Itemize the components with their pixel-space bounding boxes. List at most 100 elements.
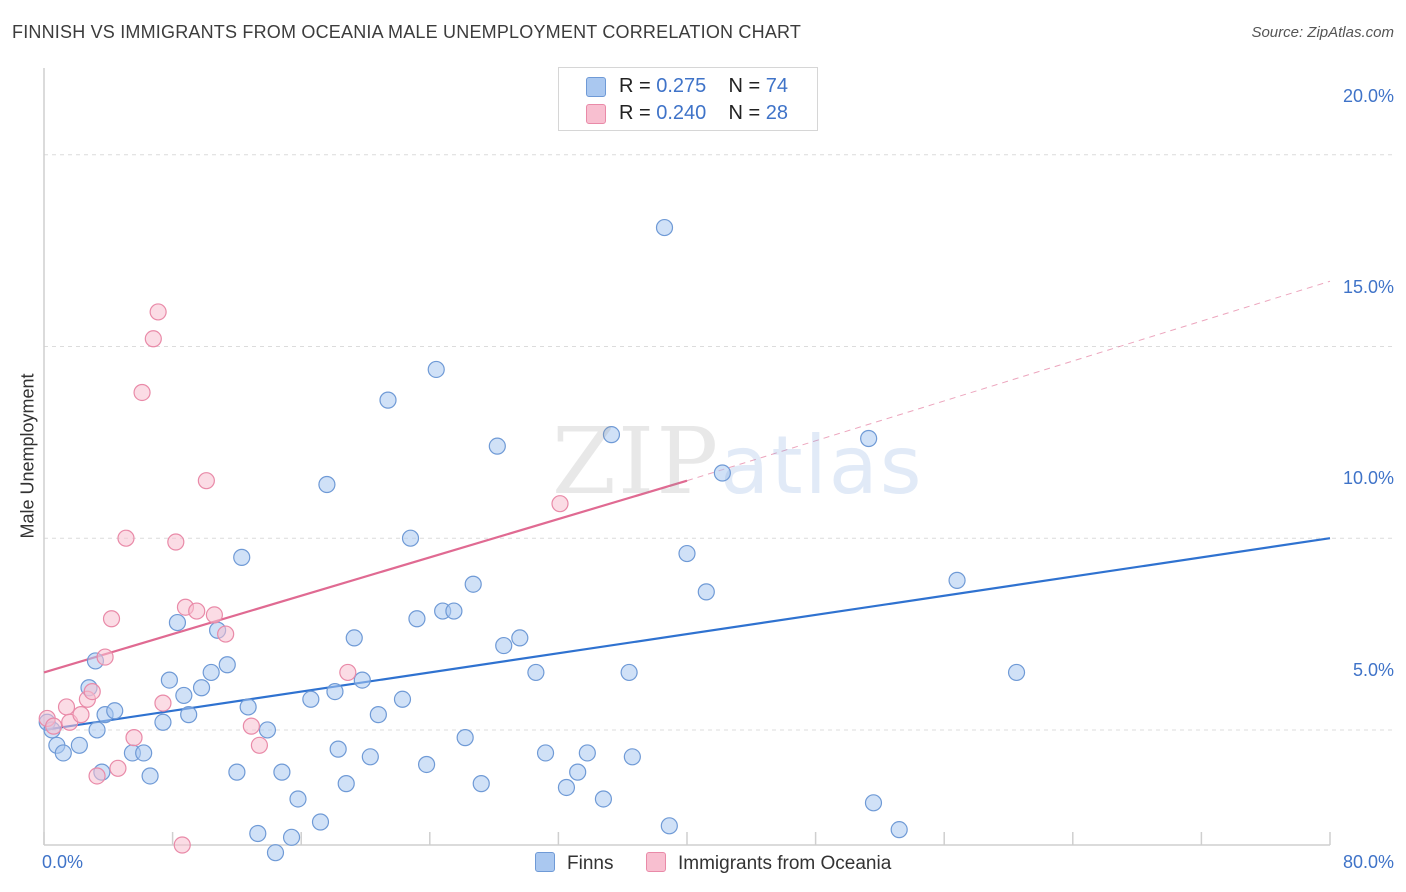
trend-line-extension bbox=[686, 280, 1331, 482]
legend-item-oceania: Immigrants from Oceania bbox=[646, 852, 891, 875]
finns-point bbox=[168, 613, 187, 632]
finns-point bbox=[233, 548, 251, 566]
oceania-point bbox=[144, 330, 162, 348]
finns-point bbox=[88, 721, 106, 739]
x-tick-label-max: 80.0% bbox=[1342, 852, 1394, 872]
series-legend: Finns Immigrants from Oceania bbox=[0, 852, 1406, 878]
finns-point bbox=[1007, 663, 1026, 682]
y-tick-label: 20.0% bbox=[1342, 86, 1394, 106]
finns-point bbox=[228, 763, 246, 781]
finns-point bbox=[401, 529, 420, 547]
oceania-point bbox=[154, 694, 172, 712]
finns-point bbox=[948, 571, 966, 589]
finns-point bbox=[175, 686, 193, 705]
finns-point bbox=[713, 464, 731, 482]
trend-line-finns bbox=[43, 537, 1331, 732]
finns-point bbox=[578, 744, 596, 762]
finns-point bbox=[154, 713, 172, 731]
oceania-point bbox=[133, 383, 151, 402]
finns-point bbox=[361, 748, 379, 766]
finns-point bbox=[456, 729, 474, 747]
finns-point bbox=[202, 663, 220, 682]
finns-point bbox=[249, 824, 267, 843]
finns-point bbox=[569, 763, 587, 781]
r-label: R = bbox=[619, 102, 657, 124]
finns-point bbox=[602, 426, 621, 444]
finns-point bbox=[860, 429, 878, 448]
finns-point bbox=[408, 610, 426, 628]
oceania-swatch bbox=[586, 104, 606, 124]
finns-point bbox=[488, 437, 506, 455]
finns-point bbox=[160, 671, 178, 689]
finns-point bbox=[393, 690, 412, 708]
finns-point bbox=[445, 602, 463, 620]
finns-point bbox=[135, 744, 153, 762]
finns-point bbox=[318, 475, 336, 494]
finns-point bbox=[623, 748, 641, 766]
oceania-point bbox=[57, 698, 76, 716]
finns-point bbox=[326, 682, 344, 701]
oceania-point bbox=[167, 533, 185, 551]
finns-point bbox=[379, 391, 397, 409]
oceania-point bbox=[551, 495, 569, 513]
oceania-point bbox=[72, 706, 90, 724]
finns-point bbox=[864, 794, 883, 812]
oceania-point bbox=[109, 759, 127, 777]
oceania-point bbox=[217, 625, 235, 643]
finns-point bbox=[472, 775, 490, 793]
oceania-point bbox=[188, 602, 206, 620]
oceania-point bbox=[149, 303, 167, 321]
finns-point bbox=[266, 844, 285, 862]
finns-point bbox=[697, 583, 715, 601]
finns-point bbox=[620, 663, 638, 682]
n-value: 28 bbox=[765, 102, 789, 124]
finns-point bbox=[557, 778, 576, 797]
finns-point bbox=[594, 790, 613, 808]
oceania-point bbox=[125, 729, 143, 747]
finns-point bbox=[258, 721, 277, 739]
oceania-point bbox=[83, 682, 101, 701]
watermark-atlas: atlas bbox=[720, 419, 924, 512]
finns-point bbox=[417, 755, 436, 774]
finns-point bbox=[345, 629, 363, 647]
finns-point bbox=[282, 828, 301, 846]
y-axis-label: Male Unemployment bbox=[17, 373, 38, 539]
finns-point bbox=[890, 821, 908, 839]
finns-point bbox=[106, 702, 124, 720]
finns-point bbox=[329, 740, 347, 758]
finns-point bbox=[337, 775, 355, 793]
r-value: 0.275 bbox=[656, 75, 707, 97]
oceania-point bbox=[45, 717, 63, 735]
oceania-point bbox=[339, 663, 357, 682]
finns-swatch bbox=[535, 852, 555, 872]
legend-label-finns: Finns bbox=[567, 853, 614, 874]
oceania-swatch bbox=[646, 852, 666, 872]
finns-point bbox=[289, 790, 307, 808]
n-label: N = bbox=[728, 75, 766, 97]
finns-point bbox=[495, 636, 513, 655]
finns-point bbox=[427, 360, 445, 379]
watermark-zip: ZIP bbox=[552, 408, 721, 515]
legend-text: R = 0.240 N = 28 bbox=[619, 102, 788, 125]
finns-point bbox=[54, 744, 72, 762]
finns-point bbox=[660, 817, 678, 835]
oceania-point bbox=[117, 529, 135, 547]
legend-text: R = 0.275 N = 74 bbox=[619, 75, 788, 98]
oceania-point bbox=[88, 767, 106, 785]
oceania-point bbox=[242, 717, 260, 735]
y-tick-label: 15.0% bbox=[1342, 277, 1394, 297]
finns-point bbox=[180, 706, 198, 724]
legend-item-finns: Finns bbox=[535, 852, 613, 875]
finns-point bbox=[511, 629, 529, 647]
finns-point bbox=[655, 218, 674, 237]
n-value: 74 bbox=[765, 75, 789, 97]
oceania-points bbox=[38, 303, 569, 854]
trend-line-oceania bbox=[43, 479, 688, 674]
legend-label-oceania: Immigrants from Oceania bbox=[678, 853, 892, 874]
trend-lines bbox=[43, 280, 1331, 732]
r-value: 0.240 bbox=[656, 102, 707, 124]
finns-point bbox=[218, 656, 236, 674]
finns-point bbox=[527, 663, 545, 682]
oceania-point bbox=[102, 610, 121, 628]
